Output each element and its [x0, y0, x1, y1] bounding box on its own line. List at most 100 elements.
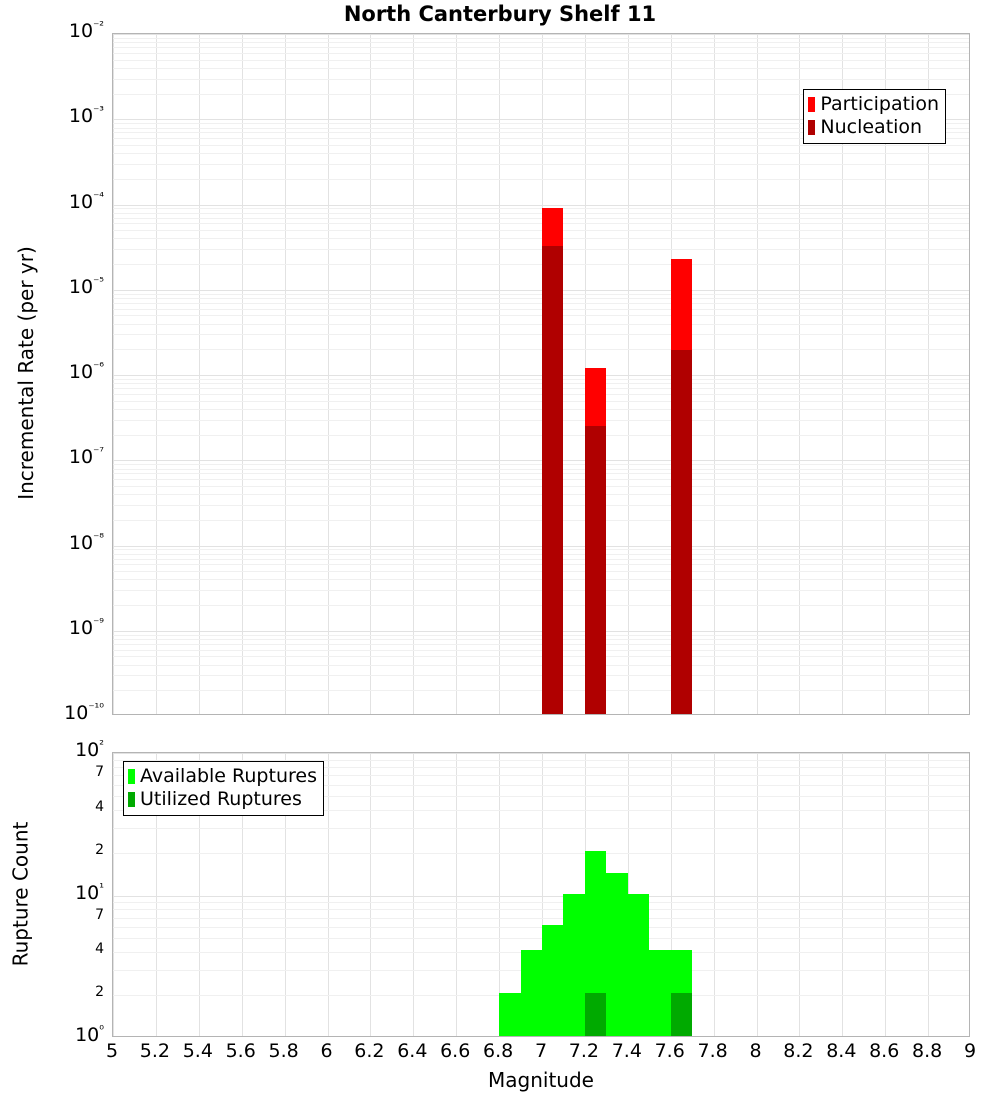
gridline-horizontal — [113, 639, 969, 640]
bar-segment-nucleation — [671, 350, 692, 714]
rupture-count-bar — [445, 752, 466, 1036]
gridline-vertical — [242, 34, 243, 714]
gridline-horizontal — [113, 298, 969, 299]
gridline-horizontal — [113, 549, 969, 550]
legend-swatch-icon — [808, 97, 815, 112]
gridline-horizontal — [113, 213, 969, 214]
gridline-horizontal — [113, 218, 969, 219]
figure: North Canterbury Shelf 11 Incremental Ra… — [0, 0, 1000, 1100]
gridline-vertical — [113, 34, 114, 714]
gridline-horizontal — [113, 60, 969, 61]
gridline-horizontal — [113, 303, 969, 304]
bar-segment-available — [606, 873, 627, 1036]
bar-segment-available — [542, 925, 563, 1036]
gridline-horizontal — [113, 53, 969, 54]
gridline-horizontal — [113, 38, 969, 39]
gridline-horizontal — [113, 656, 969, 657]
rupture-count-bar — [671, 752, 692, 1036]
y-tick-label: 4 — [0, 941, 104, 957]
gridline-horizontal — [113, 179, 969, 180]
gridline-horizontal — [113, 409, 969, 410]
y-tick-label: 7 — [0, 907, 104, 923]
gridline-horizontal — [113, 401, 969, 402]
rupture-count-bar — [649, 752, 670, 1036]
gridline-horizontal — [113, 68, 969, 69]
gridline-horizontal — [113, 473, 969, 474]
gridline-horizontal — [113, 435, 969, 436]
y-tick-label: 4 — [0, 799, 104, 815]
bar-segment-available — [649, 950, 670, 1036]
gridline-horizontal — [113, 464, 969, 465]
y-tick-label: 10⁻⁸ — [0, 532, 104, 554]
legend-rate-item: Participation — [808, 93, 939, 116]
y-tick-label: 10⁻¹⁰ — [0, 702, 104, 724]
gridline-horizontal — [113, 486, 969, 487]
gridline-horizontal — [113, 559, 969, 560]
gridline-vertical — [628, 34, 629, 714]
gridline-horizontal — [113, 469, 969, 470]
gridline-horizontal — [113, 264, 969, 265]
y-tick-label: 2 — [0, 984, 104, 1000]
y-tick-label: 10² — [0, 739, 104, 761]
gridline-horizontal — [113, 690, 969, 691]
gridline-horizontal — [113, 34, 969, 35]
gridline-horizontal — [113, 635, 969, 636]
gridline-horizontal — [113, 650, 969, 651]
legend-count: Available RupturesUtilized Ruptures — [123, 761, 324, 816]
rupture-count-bar — [628, 752, 649, 1036]
rupture-count-bar — [542, 752, 563, 1036]
rupture-count-bar — [499, 752, 520, 1036]
gridline-horizontal — [113, 388, 969, 389]
legend-label: Participation — [820, 95, 939, 114]
bar-segment-utilized — [671, 993, 692, 1036]
rate-bar — [542, 33, 563, 714]
gridline-horizontal — [113, 590, 969, 591]
bar-segment-available — [563, 894, 584, 1037]
gridline-horizontal — [113, 479, 969, 480]
rate-bar — [671, 33, 692, 714]
x-tick-label: 9 — [935, 1040, 1000, 1062]
y-tick-label: 10¹ — [0, 882, 104, 904]
gridline-horizontal — [113, 394, 969, 395]
gridline-horizontal — [113, 520, 969, 521]
gridline-horizontal — [113, 546, 969, 547]
rupture-count-bar — [521, 752, 542, 1036]
gridline-horizontal — [113, 605, 969, 606]
gridline-horizontal — [113, 375, 969, 376]
page-title: North Canterbury Shelf 11 — [0, 2, 1000, 26]
gridline-horizontal — [113, 334, 969, 335]
gridline-horizontal — [113, 420, 969, 421]
gridline-horizontal — [113, 579, 969, 580]
gridline-horizontal — [113, 554, 969, 555]
legend-rate: Participation Nucleation — [803, 89, 946, 144]
gridline-horizontal — [113, 145, 969, 146]
gridline-horizontal — [113, 230, 969, 231]
y-tick-label: 10⁻² — [0, 20, 104, 42]
legend-swatch-icon — [808, 120, 815, 135]
axis-label-magnitude: Magnitude — [112, 1068, 970, 1092]
legend-count-item: Utilized Ruptures — [128, 788, 317, 811]
gridline-horizontal — [113, 505, 969, 506]
gridline-vertical — [799, 34, 800, 714]
legend-label: Nucleation — [820, 118, 922, 137]
bar-segment-available — [521, 950, 542, 1036]
gridline-horizontal — [113, 238, 969, 239]
y-tick-label: 2 — [0, 842, 104, 858]
gridline-horizontal — [113, 223, 969, 224]
gridline-horizontal — [113, 460, 969, 461]
gridline-horizontal — [113, 205, 969, 206]
gridline-horizontal — [113, 208, 969, 209]
gridline-horizontal — [113, 153, 969, 154]
gridline-horizontal — [113, 42, 969, 43]
legend-count-item: Available Ruptures — [128, 765, 317, 788]
gridline-horizontal — [113, 571, 969, 572]
gridline-horizontal — [113, 315, 969, 316]
gridline-horizontal — [113, 665, 969, 666]
gridline-horizontal — [113, 494, 969, 495]
gridline-horizontal — [113, 379, 969, 380]
gridline-horizontal — [113, 294, 969, 295]
gridline-horizontal — [113, 349, 969, 350]
rupture-count-bar — [585, 752, 606, 1036]
bar-segment-nucleation — [542, 246, 563, 714]
gridline-horizontal — [113, 675, 969, 676]
